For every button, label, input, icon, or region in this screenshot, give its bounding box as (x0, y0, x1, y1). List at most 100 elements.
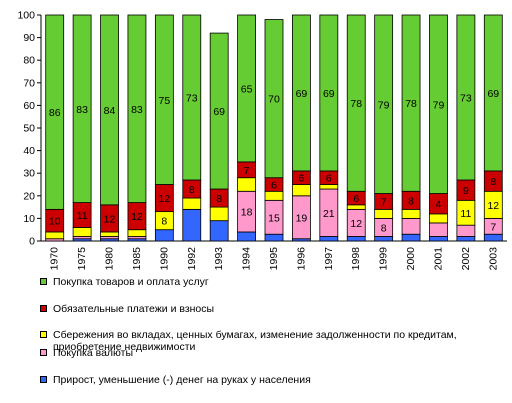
bar-segment (483, 14, 503, 172)
bar-segment (456, 236, 476, 242)
bar-data-label: 79 (433, 99, 445, 111)
bar-data-label: 75 (159, 95, 171, 107)
bar-segment (154, 229, 174, 242)
bar-data-label: 6 (326, 173, 332, 185)
y-tick-label: 100 (17, 10, 35, 22)
y-tick-label: 90 (23, 32, 35, 44)
bar-segment (209, 220, 229, 242)
bar-data-label: 69 (323, 88, 335, 100)
bar-segment (292, 184, 311, 197)
x-tick-label: 1975 (76, 247, 88, 271)
bar-data-label: 6 (298, 173, 304, 185)
bar-segment (319, 184, 339, 190)
bar-data-label: 65 (241, 83, 253, 95)
bar-data-label: 83 (76, 104, 88, 116)
legend-label: Покупка товаров и оплата услуг (53, 276, 209, 288)
bar-data-label: 9 (463, 185, 469, 197)
bar-segment (264, 190, 284, 201)
x-tick-label: 1995 (268, 247, 280, 271)
x-tick-label: 1996 (295, 247, 307, 271)
y-tick-label: 70 (23, 77, 35, 89)
x-tick-label: 1980 (104, 247, 116, 271)
y-tick-label: 20 (23, 190, 35, 202)
legend-swatch (40, 331, 47, 338)
bar-segment (456, 14, 476, 181)
bar-data-label: 69 (487, 88, 499, 100)
bar-segment (182, 208, 202, 242)
legend-label: Покупка валюты (53, 347, 134, 359)
bar-data-label: 18 (241, 207, 253, 219)
bar-segment (264, 233, 284, 242)
x-tick-label: 2002 (460, 247, 472, 271)
y-tick-label: 50 (23, 123, 35, 135)
bar-data-label: 7 (244, 165, 250, 177)
x-tick-label: 1990 (158, 247, 170, 271)
bar-data-label: 8 (216, 193, 222, 205)
bar-segment (209, 32, 229, 190)
x-tick-label: 1994 (241, 247, 253, 271)
bar-segment (72, 14, 92, 203)
bar-segment (127, 14, 147, 203)
bar-data-label: 86 (49, 107, 61, 119)
bar-segment (429, 236, 448, 242)
y-tick-label: 80 (23, 55, 35, 67)
legend-label: Сбережения во вкладах, ценных бумагах, и… (53, 329, 457, 353)
bar-data-label: 21 (323, 208, 335, 220)
x-tick-label: 1997 (323, 247, 335, 271)
bar-data-label: 70 (268, 94, 280, 106)
bar-data-label: 8 (381, 222, 387, 234)
legend-swatch (40, 278, 47, 285)
bar-segment (237, 14, 256, 163)
bar-data-label: 19 (296, 212, 308, 224)
legend-swatch (40, 376, 47, 383)
bar-segment (429, 222, 448, 237)
bar-segment (182, 14, 202, 181)
bar-data-label: 12 (159, 193, 171, 205)
y-tick-label: 30 (23, 168, 35, 180)
bar-data-label: 12 (104, 213, 116, 225)
bar-data-label: 15 (268, 212, 280, 224)
bar-data-label: 79 (378, 99, 390, 111)
bar-segment (346, 14, 366, 192)
bar-segment (237, 231, 256, 242)
chart-svg: 0102030405060708090100108619701183197512… (17, 10, 507, 271)
bar-segment (374, 236, 394, 242)
bar-data-label: 7 (381, 196, 387, 208)
bar-segment (154, 14, 174, 185)
legend-label: Обязательные платежи и взносы (53, 303, 215, 315)
x-tick-label: 1992 (186, 247, 198, 271)
bar-segment (45, 14, 65, 210)
bar-data-label: 12 (487, 200, 499, 212)
bar-segment (319, 14, 339, 172)
bar-data-label: 8 (161, 216, 167, 228)
bar-data-label: 12 (350, 218, 362, 230)
legend-swatch (40, 349, 47, 356)
legend-label: Прирост, уменьшение (-) денег на руках у… (53, 374, 311, 386)
bar-data-label: 11 (460, 208, 471, 220)
x-tick-label: 1999 (378, 247, 390, 271)
bar-segment (127, 229, 147, 237)
bar-data-label: 8 (408, 195, 414, 207)
y-tick-label: 60 (23, 100, 35, 112)
bar-data-label: 10 (49, 216, 61, 228)
bar-segment (346, 236, 366, 242)
bar-segment (456, 224, 476, 237)
bar-segment (72, 227, 92, 237)
bar-data-label: 6 (353, 193, 359, 205)
bar-data-label: 6 (271, 180, 277, 192)
bar-segment (429, 14, 448, 194)
bar-data-label: 69 (296, 88, 308, 100)
bar-data-label: 83 (131, 104, 143, 116)
bar-segment (237, 177, 256, 192)
bar-segment (100, 14, 119, 206)
y-tick-label: 40 (23, 145, 35, 157)
bar-data-label: 7 (490, 221, 496, 233)
bar-segment (100, 231, 119, 237)
x-tick-label: 2001 (432, 247, 444, 271)
bar-data-label: 4 (436, 199, 442, 211)
bar-data-label: 8 (490, 176, 496, 188)
bar-data-label: 12 (131, 211, 143, 223)
y-tick-label: 10 (23, 213, 35, 225)
bar-segment (45, 231, 65, 240)
